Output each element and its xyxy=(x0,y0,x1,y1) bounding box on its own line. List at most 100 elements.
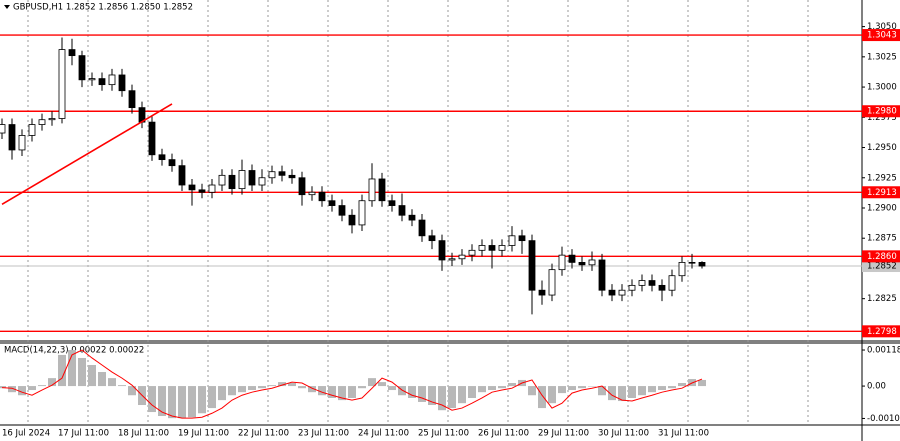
histogram-bar xyxy=(238,386,246,393)
histogram-bar xyxy=(78,357,86,387)
candle-body xyxy=(418,219,426,237)
candle-body xyxy=(278,171,286,176)
y-tick-label: 1.2900 xyxy=(867,203,897,213)
candle-body xyxy=(188,184,196,191)
histogram-bar xyxy=(298,386,306,389)
histogram-bar xyxy=(148,386,156,413)
candle-body xyxy=(0,124,6,134)
candle-body xyxy=(118,74,126,92)
candle-body xyxy=(318,191,326,202)
candle-body xyxy=(458,254,466,260)
histogram-bar xyxy=(168,386,176,419)
histogram-bar xyxy=(508,383,516,387)
candle-body xyxy=(398,205,406,216)
histogram-bar xyxy=(468,386,476,398)
histogram-bar xyxy=(528,386,536,396)
histogram-bar xyxy=(668,386,676,389)
histogram-bar xyxy=(338,386,346,401)
candle-body xyxy=(88,78,96,81)
histogram-bar xyxy=(548,386,556,404)
signal-line xyxy=(1,349,703,419)
x-tick-label: 16 Jul 2024 xyxy=(2,429,50,439)
histogram-bar xyxy=(678,383,686,387)
candle-body xyxy=(658,284,666,291)
current-price-label: 1.2852 xyxy=(867,262,897,272)
histogram-bar xyxy=(98,372,106,387)
level-label: 1.2860 xyxy=(867,252,897,262)
candle-body xyxy=(688,262,696,264)
histogram-bar xyxy=(8,386,16,393)
histogram-bar xyxy=(398,386,406,396)
y-tick-label: 1.2875 xyxy=(867,234,897,244)
candle-body xyxy=(538,289,546,296)
candle-body xyxy=(638,280,646,286)
y-tick-label: 1.2925 xyxy=(867,173,897,183)
candle-body xyxy=(258,177,266,186)
y-tick-label: 0.00 xyxy=(867,382,886,392)
x-tick-label: 17 Jul 11:00 xyxy=(58,429,109,439)
candle-body xyxy=(48,118,56,121)
candle-body xyxy=(648,280,656,286)
histogram-bar xyxy=(618,386,626,402)
candle-body xyxy=(108,74,116,86)
candle-body xyxy=(368,178,376,202)
histogram-bar xyxy=(288,383,296,387)
candle-body xyxy=(568,254,576,263)
x-tick-label: 26 Jul 11:00 xyxy=(478,429,529,439)
trendline xyxy=(1,103,173,206)
histogram-bar xyxy=(538,386,546,409)
histogram-bar xyxy=(48,378,56,387)
candle-body xyxy=(598,259,606,291)
histogram-bar xyxy=(478,386,486,393)
candle-body xyxy=(468,249,476,256)
candle-body xyxy=(478,245,486,251)
candle-body xyxy=(498,245,506,251)
x-tick-label: 22 Jul 11:00 xyxy=(238,429,289,439)
candle-body xyxy=(208,184,216,193)
y-tick-label: 0.00118 xyxy=(867,346,900,356)
candle-body xyxy=(148,121,156,156)
candle-body xyxy=(228,174,236,190)
histogram-bar xyxy=(368,378,376,387)
candle-body xyxy=(168,159,176,167)
histogram-bar xyxy=(378,382,386,387)
level-box xyxy=(862,250,900,263)
candle-body xyxy=(548,269,556,296)
candle-body xyxy=(338,205,346,216)
histogram-bar xyxy=(428,386,436,406)
current-price-box xyxy=(862,260,900,273)
candle-body xyxy=(348,214,356,226)
candle-body xyxy=(78,55,86,81)
candle-body xyxy=(358,200,366,226)
histogram-bar xyxy=(268,385,276,387)
histogram-bar xyxy=(248,386,256,391)
candle-body xyxy=(218,174,226,186)
histogram-bar xyxy=(38,385,46,387)
candle-body xyxy=(288,174,296,179)
histogram-bar xyxy=(278,382,286,387)
histogram-bar xyxy=(308,386,316,393)
candle-body xyxy=(328,200,336,206)
histogram-bar xyxy=(158,386,166,417)
level-box xyxy=(862,105,900,118)
candle-body xyxy=(488,245,496,251)
histogram-bar xyxy=(318,386,326,396)
histogram-bar xyxy=(418,386,426,402)
menu-arrow xyxy=(4,5,10,9)
candle-body xyxy=(518,235,526,242)
histogram-bar xyxy=(108,378,116,387)
histogram-bar xyxy=(488,386,496,391)
candle-body xyxy=(128,90,136,109)
candle-body xyxy=(588,259,596,266)
histogram-bar xyxy=(568,386,576,391)
histogram-bar xyxy=(0,386,6,389)
candle-body xyxy=(18,135,26,151)
candle-body xyxy=(508,235,516,246)
histogram-bar xyxy=(188,386,196,418)
histogram-bar xyxy=(208,386,216,409)
candle-body xyxy=(408,214,416,221)
candle-body xyxy=(428,235,436,242)
candle-body xyxy=(198,189,206,193)
